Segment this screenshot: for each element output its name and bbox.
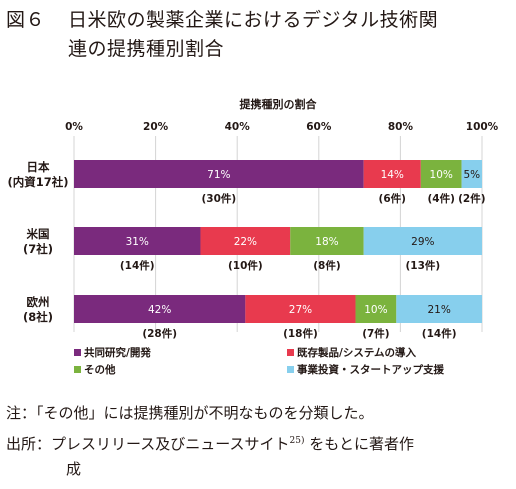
stacked-bar-chart: 提携種別の割合 0% 20% 40% 60% 80% 100% 日本(内資17社) 71% (30… bbox=[7, 97, 499, 376]
category-label: 欧州 bbox=[27, 295, 50, 309]
note-label: 注： bbox=[6, 404, 37, 422]
x-tick-label: 20% bbox=[143, 121, 169, 133]
bar-segment bbox=[74, 160, 364, 188]
legend-label: その他 bbox=[84, 363, 116, 376]
figure-number: 図６ bbox=[6, 9, 46, 31]
note-text: 「その他」には提携種別が不明なものを分類した。 bbox=[36, 404, 374, 422]
count-label: (30件) bbox=[201, 192, 236, 205]
bar-segment bbox=[420, 160, 462, 188]
x-tick-label: 100% bbox=[466, 121, 499, 133]
data-label: 10% bbox=[430, 169, 453, 181]
legend-swatch bbox=[74, 366, 81, 373]
figure-title-line2: 連の提携種別割合 bbox=[68, 38, 225, 60]
category-label: (8社) bbox=[23, 310, 53, 324]
source-text-line2: 成 bbox=[66, 460, 82, 478]
count-label: (7件) bbox=[362, 327, 389, 340]
legend-label: 共同研究/開発 bbox=[84, 346, 151, 359]
data-label: 42% bbox=[148, 304, 171, 316]
bar-segment bbox=[200, 227, 291, 255]
count-label: (4件) bbox=[427, 192, 454, 205]
legend-swatch bbox=[287, 366, 294, 373]
legend-label: 事業投資・スタートアップ支援 bbox=[297, 363, 444, 376]
x-tick-label: 60% bbox=[306, 121, 332, 133]
count-label: (8件) bbox=[313, 259, 340, 272]
data-label: 71% bbox=[207, 169, 230, 181]
count-label: (10件) bbox=[228, 259, 263, 272]
category-label: 米国 bbox=[26, 227, 50, 241]
bar-segment bbox=[245, 295, 356, 323]
bar-segment bbox=[74, 227, 201, 255]
source-label: 出所： bbox=[6, 435, 52, 453]
bar-segment bbox=[355, 295, 397, 323]
source-text: プレスリリース及びニュースサイト bbox=[51, 435, 290, 453]
x-tick-label: 0% bbox=[65, 121, 83, 133]
figure-title-line1: 日米欧の製薬企業におけるデジタル技術関 bbox=[68, 9, 439, 31]
chart-title: 提携種別の割合 bbox=[240, 97, 318, 111]
bar-segment bbox=[461, 160, 482, 188]
count-label: (28件) bbox=[142, 327, 177, 340]
data-label: 29% bbox=[411, 236, 434, 248]
x-tick-label: 40% bbox=[225, 121, 251, 133]
data-label: 22% bbox=[234, 236, 257, 248]
category-label: (7社) bbox=[23, 242, 53, 256]
count-label: (2件) bbox=[458, 192, 485, 205]
legend-swatch bbox=[74, 349, 81, 356]
x-tick-label: 80% bbox=[388, 121, 414, 133]
category-label: (内資17社) bbox=[7, 175, 68, 189]
data-label: 10% bbox=[364, 304, 387, 316]
count-label: (14件) bbox=[422, 327, 457, 340]
source-text-continued: をもとに著者作 bbox=[309, 435, 414, 453]
data-label: 27% bbox=[289, 304, 312, 316]
bar-segment bbox=[290, 227, 364, 255]
source-reference: 25) bbox=[289, 436, 305, 446]
data-label: 31% bbox=[126, 236, 149, 248]
legend-label: 既存製品/システムの導入 bbox=[297, 346, 417, 359]
legend-swatch bbox=[287, 349, 294, 356]
source-note: 出所：プレスリリース及びニュースサイト25) をもとに著者作 成 bbox=[6, 429, 511, 482]
count-label: (13件) bbox=[405, 259, 440, 272]
bar-segment bbox=[396, 295, 482, 323]
bar-segment bbox=[74, 295, 246, 323]
data-label: 21% bbox=[427, 304, 450, 316]
count-label: (18件) bbox=[283, 327, 318, 340]
bar-segment bbox=[363, 227, 482, 255]
category-label: 日本 bbox=[27, 160, 50, 174]
count-label: (6件) bbox=[379, 192, 406, 205]
count-label: (14件) bbox=[120, 259, 155, 272]
data-label: 18% bbox=[315, 236, 338, 248]
data-label: 14% bbox=[381, 169, 404, 181]
bar-segment bbox=[363, 160, 421, 188]
footnote: 注：「その他」には提携種別が不明なものを分類した。 bbox=[6, 401, 511, 426]
data-label: 5% bbox=[463, 169, 480, 181]
figure-title: 図６ 日米欧の製薬企業におけるデジタル技術関 連の提携種別割合 bbox=[6, 6, 511, 64]
